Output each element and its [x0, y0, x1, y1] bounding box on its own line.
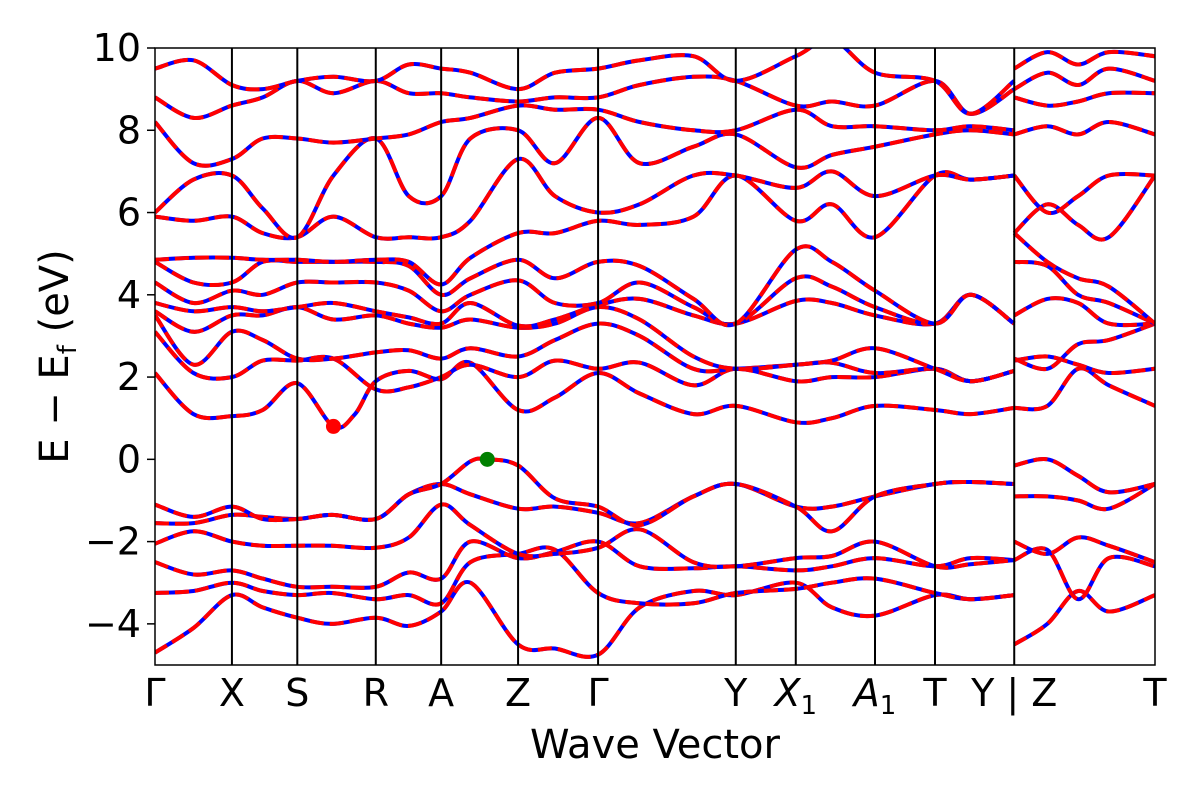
band-line-solid-24 — [1014, 366, 1155, 412]
x-axis-title: Wave Vector — [530, 722, 781, 768]
y-tick-label-5: 0 — [117, 437, 141, 481]
band-line-dashed-19 — [1013, 588, 1155, 647]
x-tick-label-4: A — [428, 671, 454, 715]
band-line-dashed-33 — [1013, 90, 1155, 108]
y-axis-title-subscript: f — [53, 344, 83, 354]
x-axis-ticks: Γ X S R A Z Γ Y X1 A1 T Y | Z T — [144, 671, 1167, 721]
band-line-dashed-20 — [1013, 546, 1155, 602]
y-tick-label-7: −4 — [85, 602, 141, 646]
y-axis-ticks: 10 8 6 4 2 0 −2 −4 — [85, 26, 155, 646]
band-line-dashed-0 — [155, 580, 1015, 659]
band-line-dashed-25 — [1013, 354, 1155, 376]
band-line-dashed-8 — [155, 314, 1015, 384]
band-line-dashed-7 — [155, 330, 1015, 394]
x-tick-label-8: X1 — [772, 671, 817, 721]
band-line-dashed-28 — [1013, 259, 1155, 326]
band-line-dashed-22 — [1014, 482, 1155, 512]
y-tick-label-0: 10 — [93, 26, 141, 70]
band-line-dashed-35 — [1013, 49, 1155, 71]
y-tick-label-4: 2 — [117, 355, 141, 399]
band-line-dashed-11 — [155, 274, 1016, 327]
band-line-solid-16 — [155, 103, 1015, 168]
x-tick-label-1: X — [219, 671, 245, 715]
band-line-dashed-13 — [155, 170, 1015, 287]
kpoint-divider-group — [230, 48, 1016, 665]
x-tick-label-5: Z — [505, 671, 531, 715]
x-tick-label-0: Γ — [144, 671, 165, 715]
band-line-dashed-24 — [1014, 366, 1155, 412]
band-line-dashed-16 — [155, 103, 1015, 168]
x-tick-label-10: T — [922, 671, 947, 715]
y-tick-label-2: 6 — [117, 191, 141, 235]
band-line-solid-19 — [1013, 588, 1155, 647]
band-line-dashed-29 — [1012, 231, 1155, 326]
x-tick-label-7: Y — [723, 671, 748, 715]
band-line-solid-14 — [155, 156, 1015, 241]
y-tick-label-6: −2 — [85, 520, 141, 564]
y-axis-title-main: E − E — [32, 354, 78, 464]
x-tick-label-12: T — [1142, 671, 1167, 715]
y-axis-title-unit: (eV) — [32, 249, 78, 345]
band-line-dashed-32 — [1013, 119, 1155, 137]
x-tick-label-3: R — [363, 671, 389, 715]
band-line-dashed-34 — [1013, 66, 1155, 91]
band-line-dashed-15 — [155, 115, 1015, 240]
band-lines-group — [155, 48, 1155, 659]
band-line-dashed-9 — [155, 305, 1015, 384]
extrema-markers-group — [325, 418, 495, 467]
band-line-dashed-27 — [1013, 296, 1155, 328]
marker-cbm — [325, 418, 341, 434]
y-tick-label-3: 4 — [117, 273, 141, 317]
band-line-dashed-23 — [1013, 457, 1155, 495]
band-line-dashed-21 — [1013, 535, 1155, 565]
marker-vbm — [479, 451, 495, 467]
x-tick-label-2: S — [285, 671, 309, 715]
x-tick-label-6: Γ — [587, 671, 608, 715]
band-line-dashed-14 — [155, 156, 1015, 241]
y-axis-title: E − Ef (eV) — [32, 249, 83, 464]
band-line-dashed-12 — [155, 244, 1016, 328]
band-line-dashed-31 — [1012, 172, 1155, 216]
band-line-dashed-30 — [1012, 174, 1155, 242]
plot-frame — [154, 47, 1156, 666]
band-line-dashed-18 — [155, 48, 1016, 116]
band-line-dashed-10 — [155, 292, 1016, 329]
band-line-dashed-1 — [155, 545, 1015, 607]
band-line-dashed-26 — [1013, 321, 1155, 372]
band-line-dashed-3 — [155, 502, 1015, 570]
y-tick-label-1: 8 — [117, 108, 141, 152]
band-line-dashed-17 — [155, 74, 1016, 120]
x-tick-label-11: Y | Z — [970, 671, 1057, 716]
band-line-solid-28 — [1013, 259, 1155, 326]
x-tick-label-9: A1 — [851, 671, 897, 721]
